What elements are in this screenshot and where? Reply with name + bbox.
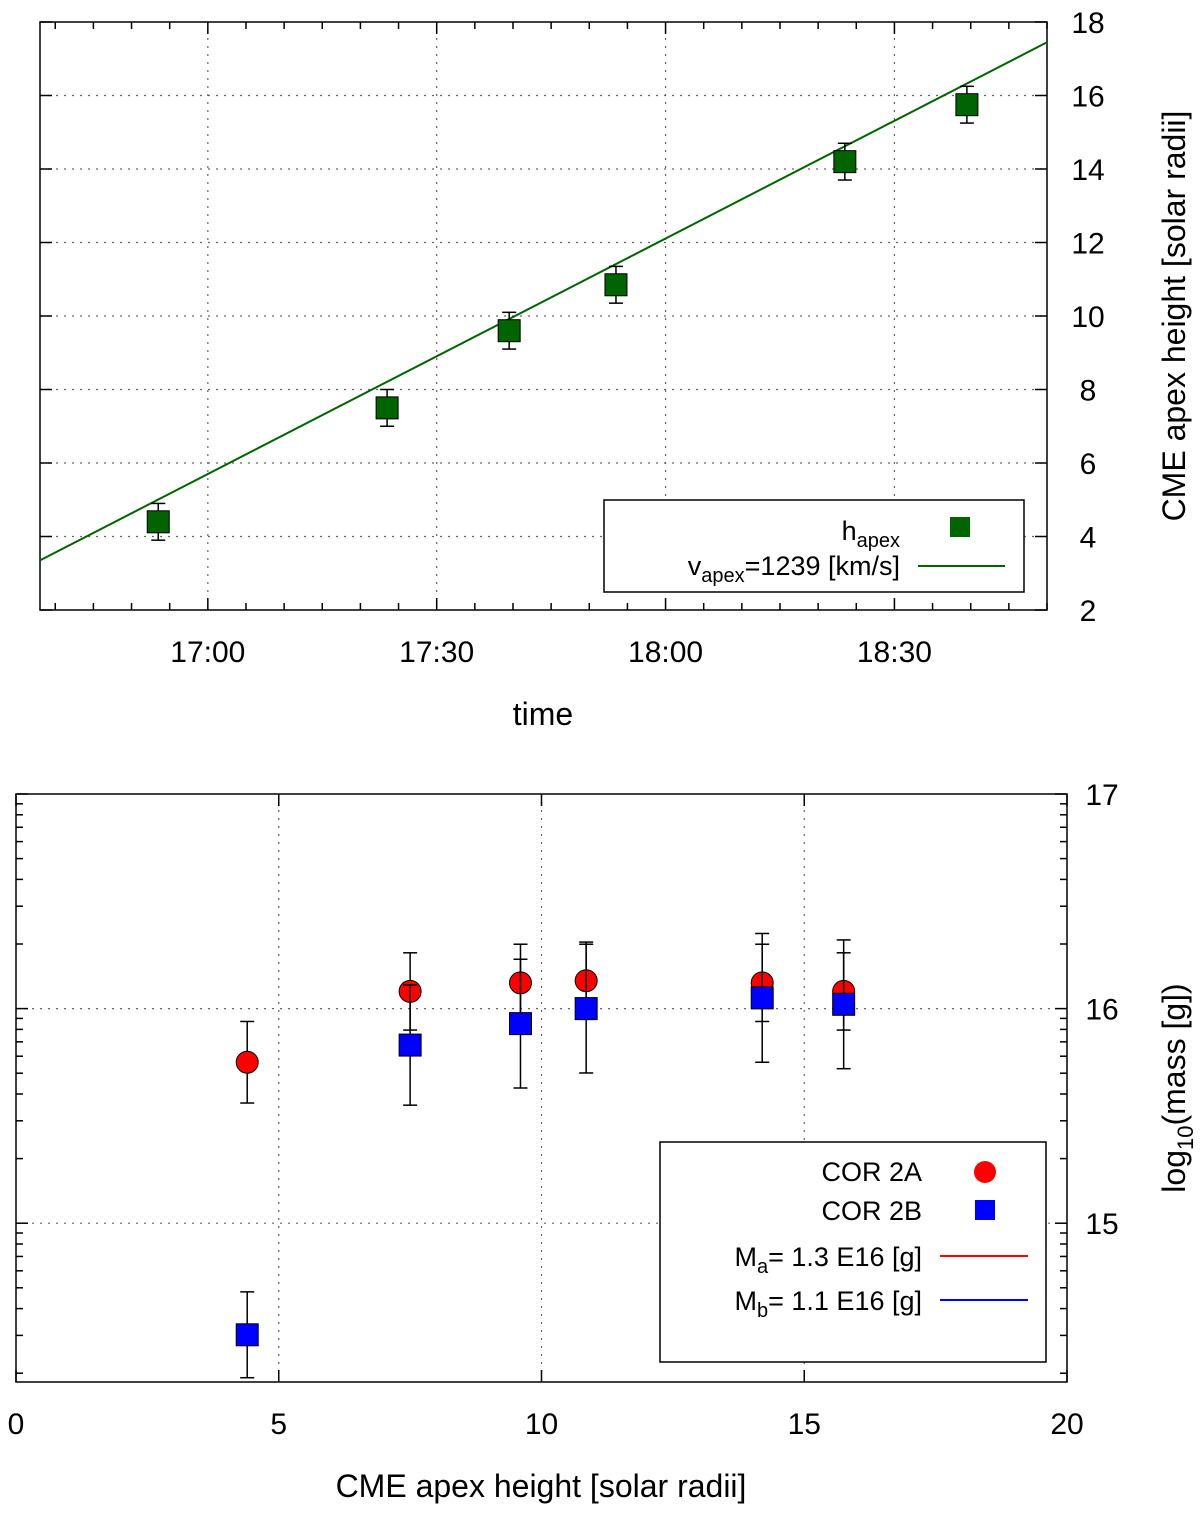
top-y-tick-label: 10 <box>1071 301 1104 334</box>
top-y-tick-label: 6 <box>1080 448 1097 481</box>
h-apex-point <box>955 93 979 117</box>
legend-cor2b-label: COR 2B <box>821 1196 922 1226</box>
legend-mb-label: Mb= 1.1 E16 [g] <box>735 1286 923 1322</box>
legend-cor2a-marker <box>974 1161 996 1183</box>
top-y-tick-label: 18 <box>1071 7 1104 40</box>
bottom-y-tick-label: 16 <box>1085 994 1118 1027</box>
cor2b-point <box>398 1033 422 1057</box>
bottom-ticks <box>15 793 1068 1382</box>
bottom-y-tick-label: 15 <box>1085 1208 1118 1241</box>
bottom-y-tick-labels: 15 16 17 <box>1085 779 1118 1241</box>
top-legend-box <box>603 499 1025 593</box>
cor2b-points <box>235 932 856 1379</box>
top-x-tick-label: 17:30 <box>399 636 474 669</box>
height-time-chart: 17:00 17:30 18:00 18:30 2 4 6 8 10 12 14 16 18 time… <box>39 7 1192 732</box>
legend-h-apex-marker <box>950 517 970 537</box>
bottom-x-axis-label: CME apex height [solar radii] <box>336 1468 747 1504</box>
bottom-legend: COR 2A COR 2B Ma= 1.3 E16 [g] Mb= 1.1 E1… <box>659 1141 1047 1363</box>
top-ticks <box>40 21 1048 611</box>
cor2b-point <box>832 992 856 1016</box>
cor2b-point <box>235 1323 259 1347</box>
mass-height-chart: 0 5 10 15 20 15 16 17 CME apex height [solar r… <box>8 779 1198 1504</box>
top-y-tick-label: 12 <box>1071 228 1104 261</box>
bottom-y-axis-label: log10(mass [g]) <box>1156 983 1198 1192</box>
h-apex-point <box>497 319 521 343</box>
h-apex-point <box>604 273 628 297</box>
top-y-tick-label: 16 <box>1071 81 1104 114</box>
top-y-tick-labels: 2 4 6 8 10 12 14 16 18 <box>1071 7 1104 628</box>
h-apex-point <box>146 510 170 534</box>
cor2b-point <box>750 986 774 1010</box>
legend-cor2b-marker <box>975 1200 995 1220</box>
legend-v-apex-label: vapex=1239 [km/s] <box>688 551 900 587</box>
bottom-x-tick-label: 15 <box>788 1408 821 1441</box>
cor2b-point <box>508 1012 532 1036</box>
cor2a-point <box>235 1050 259 1074</box>
bottom-x-tick-label: 0 <box>8 1408 25 1441</box>
top-legend: hapex vapex=1239 [km/s] <box>603 499 1025 593</box>
top-x-tick-labels: 17:00 17:30 18:00 18:30 <box>170 636 932 669</box>
v-apex-fit-line <box>39 41 1048 562</box>
legend-h-apex-label: hapex <box>842 516 900 552</box>
top-x-tick-label: 18:30 <box>857 636 932 669</box>
top-y-tick-label: 14 <box>1071 154 1104 187</box>
top-y-tick-label: 4 <box>1080 522 1097 555</box>
bottom-y-tick-label: 17 <box>1085 779 1118 812</box>
cor2b-point <box>574 997 598 1021</box>
top-y-tick-label: 8 <box>1080 375 1097 408</box>
legend-ma-label: Ma= 1.3 E16 [g] <box>735 1242 923 1278</box>
top-y-tick-label: 2 <box>1080 595 1097 628</box>
h-apex-point <box>375 396 399 420</box>
bottom-x-tick-label: 20 <box>1050 1408 1083 1441</box>
bottom-x-tick-label: 5 <box>270 1408 287 1441</box>
h-apex-points <box>146 85 979 541</box>
legend-cor2a-label: COR 2A <box>821 1157 922 1187</box>
bottom-x-tick-labels: 0 5 10 15 20 <box>8 1408 1084 1441</box>
top-x-tick-label: 17:00 <box>170 636 245 669</box>
top-y-axis-label: CME apex height [solar radii] <box>1156 111 1192 522</box>
top-x-axis-label: time <box>513 696 573 732</box>
h-apex-point <box>833 150 857 174</box>
top-x-tick-label: 18:00 <box>628 636 703 669</box>
bottom-x-tick-label: 10 <box>525 1408 558 1441</box>
